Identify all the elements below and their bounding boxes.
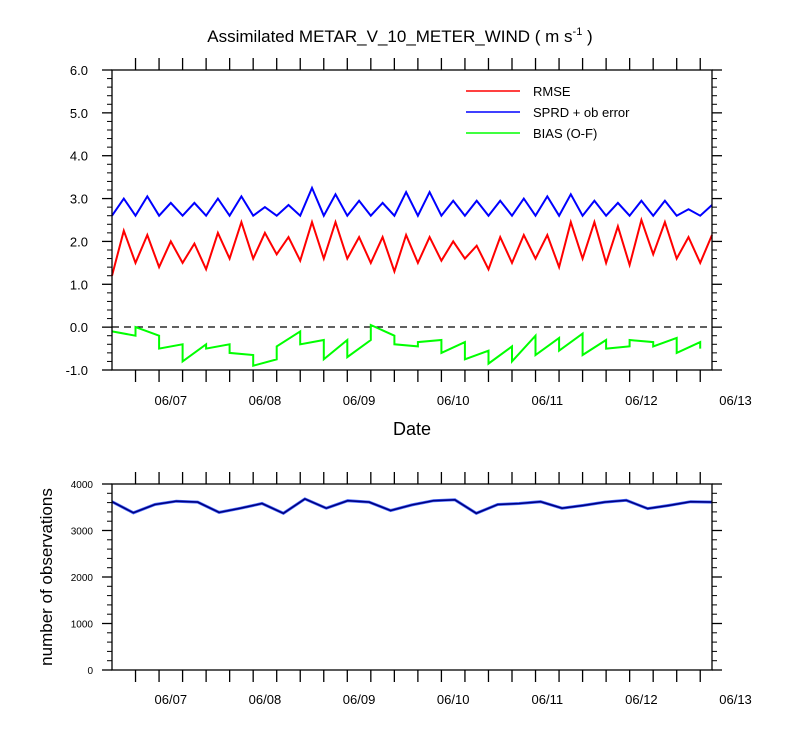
- series-line-sprd-ob-error: [111, 185, 713, 218]
- x-tick-label: 06/12: [625, 393, 658, 408]
- top-series-group: [111, 185, 713, 368]
- x-axis-label: Date: [393, 419, 431, 439]
- legend-label: BIAS (O-F): [533, 126, 597, 141]
- top-axes: [102, 58, 722, 382]
- bottom-axes: [102, 472, 722, 682]
- x-tick-label: 06/10: [437, 692, 470, 707]
- y-tick-label: 3.0: [70, 192, 88, 207]
- legend: RMSE SPRD + ob error BIAS (O-F): [466, 84, 630, 141]
- title-close: ): [582, 27, 592, 46]
- top-plot-frame: [111, 69, 713, 371]
- series-line-bias-o-f: [111, 323, 702, 368]
- x-tick-label: 06/10: [437, 393, 470, 408]
- y-tick-label: -1.0: [66, 363, 88, 378]
- top-y-tick-labels: 6.0 5.0 4.0 3.0 2.0 1.0 0.0 -1.0: [66, 63, 88, 378]
- top-x-tick-labels: 06/07 06/08 06/09 06/10 06/11 06/12 06/13: [155, 393, 752, 408]
- bottom-y-tick-labels: 4000 3000 2000 1000 0: [71, 480, 94, 677]
- x-tick-label: 06/09: [343, 393, 376, 408]
- legend-label: SPRD + ob error: [533, 105, 630, 120]
- x-tick-label: 06/12: [625, 692, 658, 707]
- x-tick-label: 06/13: [719, 692, 752, 707]
- y-tick-label: 2000: [71, 573, 94, 584]
- bottom-plot-frame: [111, 483, 713, 671]
- series-line-rmse: [111, 216, 713, 276]
- y-tick-label: 4000: [71, 480, 94, 491]
- x-tick-label: 06/07: [155, 692, 188, 707]
- y-tick-label: 1.0: [70, 277, 88, 292]
- bottom-series-group: [111, 497, 713, 516]
- observations-line: [111, 497, 713, 515]
- x-tick-label: 06/08: [249, 692, 282, 707]
- y-tick-label: 3000: [71, 527, 94, 538]
- x-tick-label: 06/11: [532, 692, 564, 707]
- legend-label: RMSE: [533, 84, 571, 99]
- x-tick-label: 06/13: [719, 393, 752, 408]
- chart-title: Assimilated METAR_V_10_METER_WIND ( m s-…: [207, 26, 592, 46]
- top-panel: Assimilated METAR_V_10_METER_WIND ( m s-…: [66, 26, 752, 439]
- y-tick-label: 4.0: [70, 149, 88, 164]
- x-tick-label: 06/11: [532, 393, 564, 408]
- x-tick-label: 06/07: [155, 393, 188, 408]
- x-tick-label: 06/08: [249, 393, 282, 408]
- bottom-x-tick-labels: 06/07 06/08 06/09 06/10 06/11 06/12 06/13: [155, 692, 752, 707]
- title-exponent: -1: [573, 26, 583, 38]
- y-axis-label: number of observations: [37, 488, 56, 666]
- y-tick-label: 0: [87, 666, 93, 677]
- x-tick-label: 06/09: [343, 692, 376, 707]
- y-tick-label: 6.0: [70, 63, 88, 78]
- y-tick-label: 5.0: [70, 106, 88, 121]
- y-tick-label: 2.0: [70, 234, 88, 249]
- y-tick-label: 1000: [71, 620, 94, 631]
- y-tick-label: 0.0: [70, 320, 88, 335]
